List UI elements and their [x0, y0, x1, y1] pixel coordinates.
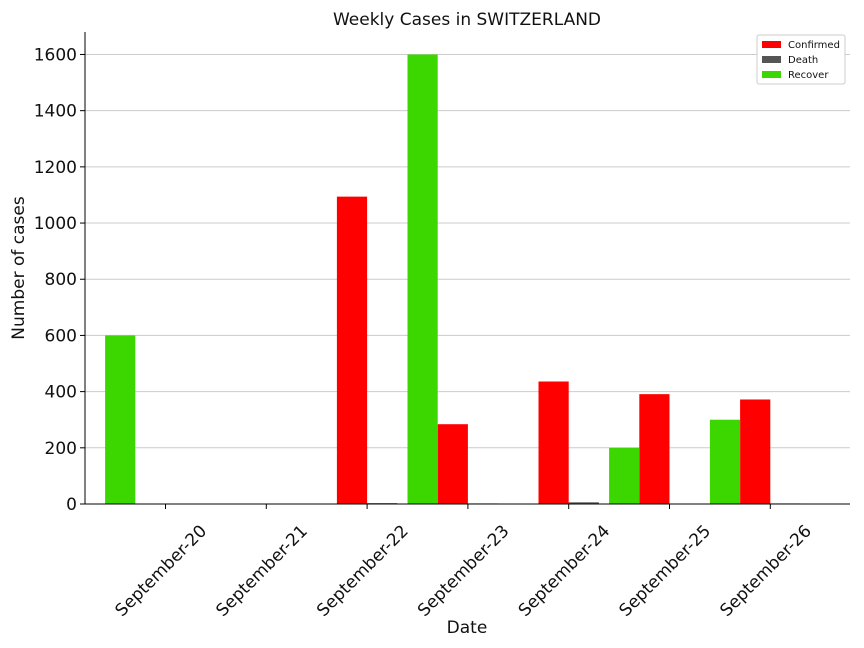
bar-confirmed	[740, 399, 771, 504]
y-tick-label: 1000	[34, 214, 77, 234]
chart-title: Weekly Cases in SWITZERLAND	[333, 10, 601, 30]
x-axis-label: Date	[447, 618, 488, 638]
x-tick-label: September-20	[112, 521, 211, 620]
bars	[105, 54, 801, 504]
y-tick-label: 600	[45, 326, 77, 346]
y-ticks: 0 200 400 600 800 1000 1200 1400 1600	[34, 45, 85, 515]
bar-recover	[709, 419, 741, 504]
bar-death	[568, 502, 599, 504]
legend: Confirmed Death Recover	[756, 34, 846, 85]
y-tick-label: 400	[45, 383, 77, 403]
bar-confirmed	[639, 394, 670, 504]
y-tick-label: 200	[45, 439, 77, 459]
x-tick-label: September-21	[212, 521, 311, 620]
legend-label: Death	[788, 55, 818, 66]
x-tick-label: September-25	[616, 521, 715, 620]
legend-swatch	[762, 71, 781, 78]
bar-confirmed	[336, 196, 368, 504]
legend-label: Recover	[788, 70, 829, 81]
x-ticks: September-20 September-21 September-22 Sept…	[112, 504, 816, 621]
y-axis-label: Number of cases	[9, 196, 29, 340]
bar-recover	[407, 54, 438, 504]
x-tick-label: September-23	[414, 521, 513, 620]
y-tick-label: 1600	[34, 45, 77, 65]
x-tick-label: September-24	[515, 521, 614, 620]
y-tick-label: 0	[66, 495, 77, 515]
bar-recover	[609, 447, 640, 504]
y-tick-label: 1400	[34, 102, 77, 122]
legend-label: Confirmed	[788, 40, 840, 51]
x-tick-label: September-26	[716, 521, 815, 620]
y-tick-label: 1200	[34, 158, 77, 178]
bar-confirmed	[437, 424, 468, 504]
legend-swatch	[762, 56, 781, 63]
bar-recover	[105, 335, 136, 504]
y-tick-label: 800	[45, 270, 77, 290]
gridlines	[85, 53, 850, 449]
legend-swatch	[762, 41, 781, 48]
bar-confirmed	[538, 381, 569, 504]
x-tick-label: September-22	[313, 521, 412, 620]
